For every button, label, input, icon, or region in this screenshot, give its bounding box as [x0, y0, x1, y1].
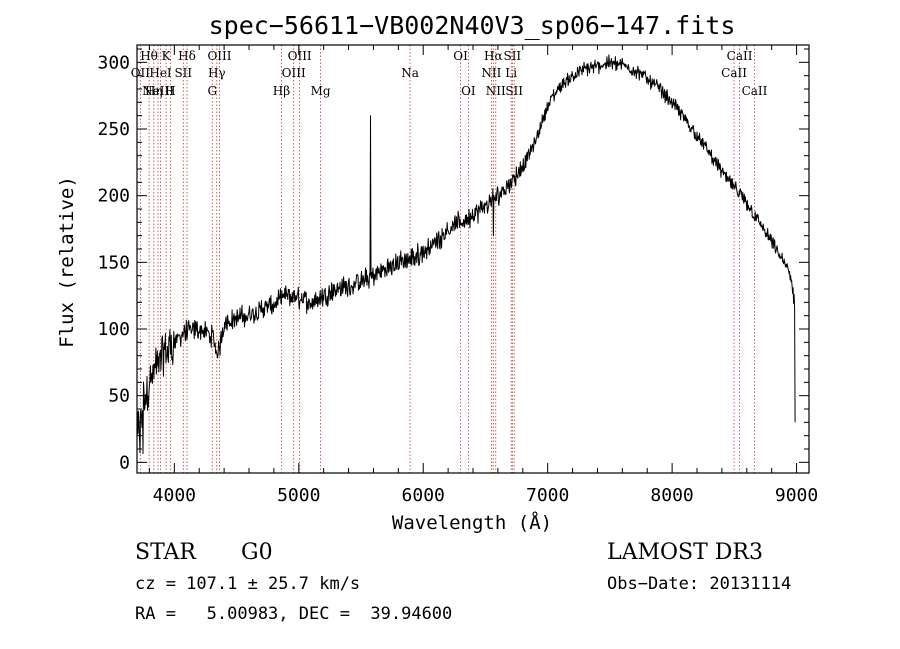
line-marker-label: Hβ — [273, 84, 290, 98]
coordinates: RA = 5.00983, DEC = 39.94600 — [135, 604, 452, 624]
x-tick-label: 4000 — [153, 485, 196, 506]
y-tick-label: 0 — [119, 452, 130, 473]
line-marker-label: CaII — [742, 84, 768, 98]
line-marker-label: G — [207, 84, 217, 98]
line-marker-label: Hη — [145, 84, 163, 98]
line-marker-label: H — [165, 84, 175, 98]
y-axis-label: Flux (relative) — [56, 176, 78, 348]
line-marker-label: OIII — [282, 66, 306, 80]
line-marker-label: Na — [401, 66, 419, 80]
line-marker-label: OI — [453, 49, 468, 63]
line-marker-label: OIII — [288, 49, 312, 63]
x-tick-label: 9000 — [775, 485, 818, 506]
line-marker-label: Hθ — [140, 49, 158, 63]
line-marker-label: NII — [486, 84, 506, 98]
y-tick-label: 150 — [97, 252, 130, 273]
x-axis: 4000 5000 6000 7000 8000 9000 — [148, 45, 818, 506]
line-marker-label: OII — [131, 66, 151, 80]
line-marker-label: Hδ — [178, 49, 196, 63]
x-tick-label: 6000 — [402, 485, 445, 506]
redshift-value: cz = 107.1 ± 25.7 km/s — [135, 574, 360, 594]
line-marker-label: HeI — [149, 66, 172, 80]
plot-frame — [136, 44, 810, 474]
line-marker-label: Li — [505, 66, 517, 80]
x-axis-label: Wavelength (Å) — [392, 511, 552, 534]
y-tick-label: 250 — [97, 119, 130, 140]
y-tick-label: 100 — [97, 319, 130, 340]
y-axis: 0 50 100 150 200 250 300 — [97, 48, 809, 473]
line-marker-label: Hγ — [208, 66, 226, 80]
line-marker-label: OIII — [207, 49, 231, 63]
line-marker-label: NeIII — [142, 84, 174, 98]
x-tick-label: 8000 — [650, 485, 693, 506]
line-marker-label: OI — [461, 84, 476, 98]
y-tick-label: 300 — [97, 52, 130, 73]
object-subclass: G0 — [241, 540, 273, 565]
line-marker-label: CaII — [727, 49, 753, 63]
line-marker-label: Mg — [311, 84, 331, 98]
y-tick-label: 50 — [108, 386, 130, 407]
x-tick-label: 5000 — [277, 485, 320, 506]
spectrum-line — [136, 54, 796, 455]
line-markers — [139, 45, 755, 473]
line-marker-label: NII — [481, 66, 501, 80]
line-marker-label: CaII — [721, 66, 747, 80]
line-marker-label: SII — [174, 66, 192, 80]
obs-date: Obs−Date: 20131114 — [607, 574, 791, 594]
x-tick-label: 7000 — [526, 485, 569, 506]
line-marker-label: K — [162, 49, 172, 63]
object-class: STAR — [135, 540, 197, 565]
line-marker-label: SII — [503, 49, 521, 63]
line-marker-label: Hα — [484, 49, 503, 63]
line-marker-label: SII — [505, 84, 523, 98]
survey-name: LAMOST DR3 — [607, 540, 763, 565]
chart-title: spec−56611−VB002N40V3_sp06−147.fits — [209, 11, 736, 40]
y-tick-label: 200 — [97, 186, 130, 207]
